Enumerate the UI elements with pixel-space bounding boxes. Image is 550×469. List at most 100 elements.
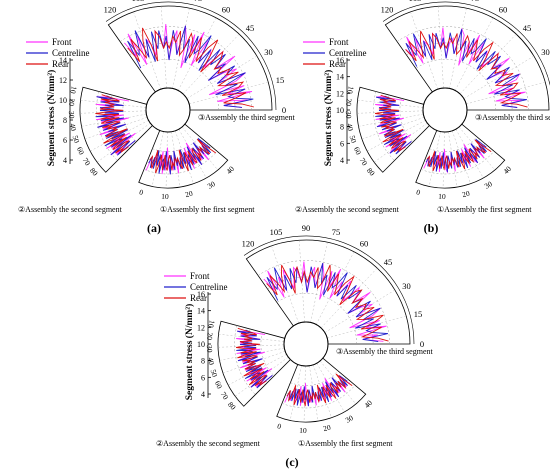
grid-arc [122, 98, 137, 143]
sector-1 [384, 5, 550, 111]
outer-arc [105, 1, 277, 111]
grid-spoke [454, 17, 494, 91]
sector2-tick-label: 30 [67, 111, 76, 119]
grid-arc [429, 136, 478, 152]
legend-label-rear: Rear [329, 59, 346, 69]
sector2-tick-label: 50 [71, 134, 82, 144]
grid-spoke [186, 55, 258, 99]
sector2-tick-label: 10 [345, 85, 355, 94]
y-axis-title: Segment stress (N/mm²) [184, 304, 195, 401]
inner-circle [422, 87, 468, 133]
legend-label-front: Front [190, 271, 210, 281]
inner-circle [145, 87, 191, 133]
sector1-tick-label: 0 [415, 187, 422, 197]
sector2-tick-label: 70 [219, 390, 231, 401]
y-tick-label: 12 [197, 323, 205, 332]
segment-label-third: ③Assembly the third segment [336, 347, 433, 356]
sector2-tick-label: 10 [68, 85, 78, 94]
grid-spoke [172, 8, 190, 89]
legend-label-front: Front [329, 37, 349, 47]
sector-3 [276, 357, 367, 423]
sector2-tick-label: 60 [213, 379, 224, 390]
y-tick-label: 10 [336, 106, 344, 115]
y-tick-label: 8 [201, 357, 205, 366]
outer-arc [243, 235, 415, 345]
sector1-tick-label: 40 [362, 398, 374, 410]
series-rear-trace [236, 327, 268, 387]
sector-3 [138, 123, 229, 189]
series-rear-trace [95, 94, 130, 154]
series-rear-trace [266, 264, 389, 342]
angle-tick-label: 45 [246, 23, 255, 33]
angle-tick-label: 105 [409, 0, 422, 3]
angle-tick-label: 30 [541, 47, 550, 57]
sector2-tick-label: 10 [206, 319, 216, 328]
sector-3 [415, 123, 506, 189]
angle-tick-label: 15 [414, 309, 423, 319]
y-axis-title: Segment stress (N/mm²) [46, 70, 57, 167]
sector2-tick-label: 80 [365, 166, 377, 178]
sector1-tick-label: 30 [206, 179, 217, 191]
y-tick-label: 10 [59, 96, 67, 105]
grid-spoke [463, 55, 535, 99]
angle-tick-label: 60 [499, 5, 508, 15]
sector1-tick-label: 30 [344, 413, 355, 425]
y-tick-label: 16 [197, 290, 205, 299]
grid-arc [396, 26, 529, 111]
panel-b: 0153045607590105120102030405060708001020… [295, 0, 550, 235]
sector1-tick-label: 20 [322, 423, 332, 434]
angle-tick-label: 120 [104, 5, 117, 15]
y-tick-label: 10 [197, 340, 205, 349]
sector2-tick-label: 30 [205, 345, 214, 353]
segment-label-second: ②Assembly the second segment [156, 439, 261, 448]
grid-arc [143, 150, 218, 175]
panel-label: (a) [147, 221, 161, 235]
grid-spoke [324, 289, 396, 333]
sector2-tick-label: 30 [344, 111, 353, 119]
sector2-tick-label: 20 [205, 332, 215, 340]
sector-1 [245, 239, 411, 345]
series-rear-trace [375, 94, 407, 153]
angle-tick-label: 90 [302, 223, 311, 233]
sector2-tick-label: 40 [345, 123, 355, 132]
y-tick-label: 4 [201, 390, 205, 399]
y-tick-label: 8 [340, 123, 344, 132]
inner-circle [283, 321, 329, 367]
sector2-tick-label: 50 [209, 368, 220, 378]
angle-tick-label: 60 [360, 239, 369, 249]
angle-tick-label: 45 [384, 257, 393, 267]
outer-arc [382, 1, 550, 87]
grid-spoke [410, 11, 438, 90]
sector2-tick-label: 60 [352, 145, 363, 156]
legend-label-rear: Rear [190, 293, 207, 303]
angle-tick-label: 120 [381, 5, 394, 15]
angle-tick-label: 75 [471, 0, 480, 3]
angle-tick-label: 75 [194, 0, 203, 3]
grid-arc [420, 150, 495, 175]
grid-spoke [177, 17, 217, 91]
sector2-tick-label: 70 [358, 156, 370, 167]
angle-tick-label: 120 [242, 239, 255, 249]
angle-tick-label: 30 [264, 47, 273, 57]
grid-spoke [133, 11, 161, 90]
grid-arc [257, 260, 390, 345]
sector1-tick-label: 40 [501, 164, 513, 176]
sector1-tick-label: 40 [224, 164, 236, 176]
sector1-tick-label: 30 [483, 179, 494, 191]
angle-tick-label: 105 [270, 227, 283, 237]
y-tick-label: 6 [63, 136, 67, 145]
series-rear-trace [286, 373, 353, 407]
sector1-tick-label: 20 [184, 189, 194, 200]
segment-label-first: ①Assembly the first segment [437, 205, 532, 214]
sector2-tick-label: 20 [67, 98, 77, 106]
legend-label-centreline: Centreline [190, 282, 228, 292]
grid-arc [281, 384, 356, 409]
y-tick-label: 4 [340, 156, 344, 165]
sector2-tick-label: 60 [75, 145, 86, 156]
legend-label-front: Front [52, 37, 72, 47]
angle-tick-label: 105 [132, 0, 145, 3]
grid-spoke [271, 245, 299, 324]
y-tick-label: 4 [63, 156, 67, 165]
panel-label: (b) [424, 221, 439, 235]
